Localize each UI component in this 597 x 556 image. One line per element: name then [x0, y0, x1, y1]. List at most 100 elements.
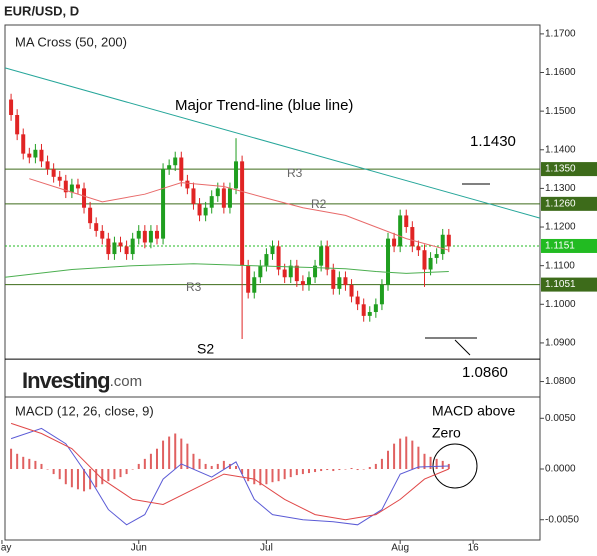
logo: Investing.com	[22, 368, 142, 393]
indicator-line	[29, 178, 449, 251]
y-tick-label: 1.1600	[545, 67, 576, 78]
candle-body	[313, 265, 318, 278]
y-tick-label: 1.1000	[545, 299, 576, 310]
histogram-bar	[332, 469, 335, 472]
level-label: 1.1350	[545, 164, 576, 175]
level-label: 1.1051	[545, 279, 576, 290]
histogram-bar	[198, 458, 201, 470]
candle-body	[288, 265, 293, 278]
histogram-bar	[186, 443, 189, 470]
histogram-bar	[10, 448, 13, 470]
histogram-bar	[350, 467, 353, 470]
histogram-bar	[28, 458, 31, 470]
candle-body	[215, 188, 220, 197]
histogram-bar	[113, 469, 116, 480]
histogram-bar	[70, 469, 73, 488]
histogram-bar	[399, 438, 402, 470]
candle-body	[392, 238, 397, 247]
pointer	[454, 339, 471, 356]
histogram-bar	[387, 450, 390, 470]
level-label-box	[541, 162, 597, 177]
candle-body	[100, 230, 105, 239]
histogram-bar	[119, 469, 122, 478]
candle-body	[355, 296, 360, 305]
histogram-bar	[64, 469, 67, 485]
indicator-line	[4, 263, 449, 278]
candle-body	[57, 176, 62, 181]
x-tick-label: May	[0, 543, 11, 554]
histogram-bar	[83, 469, 86, 492]
level-label: 1.1260	[545, 198, 576, 209]
candle-body	[69, 184, 74, 193]
level-label: 1.1151	[545, 241, 575, 252]
histogram-bar	[320, 469, 323, 472]
histogram-bar	[174, 433, 177, 470]
candle-body	[142, 230, 147, 243]
candle-body	[246, 265, 251, 293]
histogram-bar	[283, 469, 286, 480]
candle-body	[300, 281, 305, 285]
candle-body	[154, 230, 159, 239]
candle-body	[282, 269, 287, 278]
candle-body	[337, 277, 342, 289]
y-tick-label: 1.1100	[545, 260, 575, 271]
candle-body	[63, 180, 68, 193]
annotation: Major Trend-line (blue line)	[175, 97, 353, 114]
histogram-bar	[155, 448, 158, 470]
candle-body	[240, 161, 245, 266]
histogram-bar	[52, 469, 55, 475]
candle-body	[434, 254, 439, 258]
y-tick-label: 1.1200	[545, 222, 576, 233]
annotation: R3	[287, 166, 303, 180]
candle-body	[75, 184, 80, 189]
y-tick-label: -0.0050	[545, 514, 579, 525]
histogram-bar	[216, 463, 219, 470]
candle-body	[161, 169, 166, 239]
candle-body	[197, 203, 202, 216]
candle-body	[264, 254, 269, 266]
histogram-bar	[241, 469, 244, 475]
annotation: S2	[197, 341, 214, 357]
histogram-bar	[168, 436, 171, 470]
candle-body	[94, 223, 99, 231]
candle-body	[379, 284, 384, 305]
candle-body	[349, 284, 354, 297]
candle-body	[9, 99, 14, 116]
indicator-line	[10, 427, 449, 526]
candle-body	[33, 149, 38, 158]
candle-body	[106, 238, 111, 255]
candle-body	[203, 207, 208, 216]
logo-name: Investing	[22, 368, 110, 393]
plot-frame	[4, 24, 541, 541]
histogram-bar	[125, 469, 128, 475]
histogram-bar	[301, 469, 304, 475]
candle-body	[39, 149, 44, 162]
candle-body	[227, 188, 232, 208]
histogram-bar	[417, 446, 420, 470]
histogram-bar	[46, 469, 49, 470]
candle-body	[373, 304, 378, 313]
candle-body	[258, 265, 263, 278]
histogram-bar	[204, 463, 207, 470]
histogram-bar	[289, 469, 292, 478]
candle-body	[124, 246, 129, 255]
histogram-bar	[210, 465, 213, 470]
histogram-bar	[40, 463, 43, 470]
candle-body	[51, 169, 56, 177]
panel-title: MA Cross (50, 200)	[15, 34, 127, 49]
candle-body	[416, 246, 421, 251]
histogram-bar	[247, 469, 250, 482]
candle-body	[276, 246, 281, 270]
level-label-box	[541, 196, 597, 211]
annotation: Zero	[432, 425, 461, 441]
histogram-bar	[441, 460, 444, 470]
panel-title: MACD (12, 26, close, 9)	[15, 403, 154, 418]
histogram-bar	[423, 453, 426, 470]
histogram-bar	[149, 453, 152, 470]
x-tick-label: Aug	[391, 543, 409, 554]
annotation: R3	[186, 280, 202, 294]
histogram-bar	[137, 463, 140, 470]
histogram-bar	[58, 469, 61, 480]
candle-body	[252, 277, 257, 293]
